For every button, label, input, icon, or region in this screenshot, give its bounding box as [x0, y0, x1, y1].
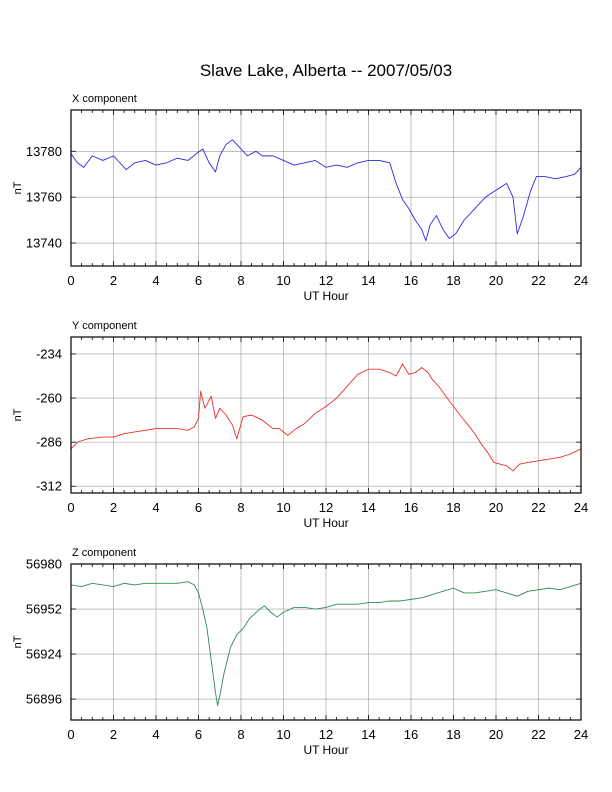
x-tick-label: 12	[319, 727, 333, 742]
x-tick-label: 24	[574, 273, 588, 288]
x-tick-label: 2	[110, 500, 117, 515]
plot-frame	[70, 336, 582, 494]
y-axis-label: nT	[12, 408, 24, 421]
y-tick-label: 13760	[26, 190, 62, 205]
x-tick-label: 0	[67, 500, 74, 515]
x-tick-label: 14	[361, 727, 375, 742]
x-tick-label: 2	[110, 727, 117, 742]
panel-title: X component	[72, 93, 137, 105]
plot-frame	[70, 109, 582, 267]
x-tick-label: 20	[489, 500, 503, 515]
x-tick-label: 6	[195, 500, 202, 515]
x-tick-label: 10	[276, 500, 290, 515]
y-axis-label: nT	[12, 181, 24, 194]
x-tick-label: 8	[237, 727, 244, 742]
series-line	[70, 363, 582, 472]
x-tick-label: 18	[446, 500, 460, 515]
x-tick-label: 22	[531, 727, 545, 742]
x-tick-label: 16	[404, 727, 418, 742]
x-tick-label: 16	[404, 500, 418, 515]
x-tick-label: 0	[67, 273, 74, 288]
y-tick-label: 13780	[26, 144, 62, 159]
x-tick-label: 16	[404, 273, 418, 288]
x-tick-label: 18	[446, 273, 460, 288]
x-tick-label: 4	[152, 727, 159, 742]
x-tick-label: 6	[195, 273, 202, 288]
y-tick-label: 13740	[26, 236, 62, 251]
x-axis-label: UT Hour	[303, 516, 348, 530]
y-tick-label: 56896	[26, 692, 62, 707]
x-tick-label: 0	[67, 727, 74, 742]
x-axis-label: UT Hour	[303, 289, 348, 303]
series-line	[70, 139, 582, 242]
panel-title: Z component	[72, 547, 136, 559]
x-tick-label: 12	[319, 500, 333, 515]
x-tick-label: 18	[446, 727, 460, 742]
panel-3: 0 2 4 6 8 10 12 14 16 18 20 22 245698056952569245689…	[12, 547, 588, 757]
y-tick-label: -234	[36, 346, 62, 361]
x-tick-label: 12	[319, 273, 333, 288]
x-tick-label: 10	[276, 727, 290, 742]
y-tick-label: -286	[36, 435, 62, 450]
figure-title: Slave Lake, Alberta -- 2007/05/03	[200, 61, 452, 80]
y-axis-label: nT	[12, 635, 24, 648]
x-tick-label: 22	[531, 500, 545, 515]
series-line	[70, 581, 582, 706]
x-tick-label: 10	[276, 273, 290, 288]
y-tick-label: -260	[36, 391, 62, 406]
x-axis-label: UT Hour	[303, 743, 348, 757]
y-tick-label: 56980	[26, 557, 62, 572]
x-tick-label: 8	[237, 500, 244, 515]
x-tick-label: 24	[574, 727, 588, 742]
x-tick-label: 4	[152, 273, 159, 288]
x-tick-label: 8	[237, 273, 244, 288]
x-tick-label: 20	[489, 727, 503, 742]
y-tick-label: 56924	[26, 647, 62, 662]
x-tick-label: 14	[361, 500, 375, 515]
x-tick-label: 6	[195, 727, 202, 742]
y-tick-label: 56952	[26, 602, 62, 617]
x-tick-label: 14	[361, 273, 375, 288]
x-tick-label: 20	[489, 273, 503, 288]
plot-frame	[70, 563, 582, 721]
panel-title: Y component	[72, 320, 137, 332]
x-tick-label: 22	[531, 273, 545, 288]
x-tick-label: 24	[574, 500, 588, 515]
x-tick-label: 2	[110, 273, 117, 288]
x-tick-label: 4	[152, 500, 159, 515]
y-tick-label: -312	[36, 479, 62, 494]
